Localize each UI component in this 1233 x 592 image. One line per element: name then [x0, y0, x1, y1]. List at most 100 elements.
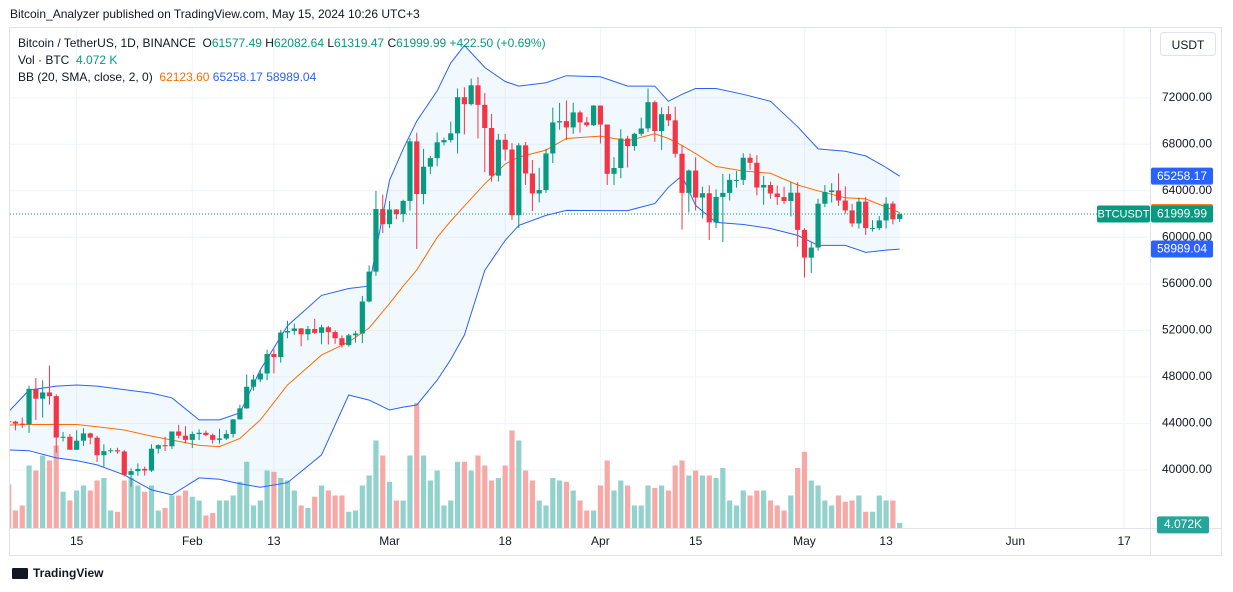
- volume-bar: [60, 491, 66, 528]
- candle-body: [108, 450, 114, 452]
- candle-body: [761, 184, 767, 188]
- candle-body: [380, 209, 386, 225]
- volume-bar: [475, 455, 481, 528]
- candle-body: [672, 120, 678, 154]
- volume-bar: [298, 505, 304, 528]
- legend-line: BB (20, SMA, close, 2, 0) 62123.60 65258…: [18, 69, 546, 86]
- legend-line: Vol · BTC 4.072 K: [18, 52, 546, 69]
- y-tick-label: 44000.00: [1162, 416, 1212, 430]
- candle-body: [373, 209, 379, 272]
- volume-bar: [516, 440, 522, 528]
- ohlc-value: 61577.49: [211, 36, 262, 50]
- symbol-tag-label: BTCUSDT: [1098, 208, 1150, 220]
- candle-body: [829, 190, 835, 193]
- candle-body: [679, 153, 685, 193]
- candle-body: [101, 451, 107, 456]
- candle-body: [40, 392, 46, 399]
- candle-body: [176, 431, 182, 436]
- candle-body: [611, 168, 617, 174]
- candle-body: [203, 432, 209, 436]
- candle-body: [536, 189, 542, 194]
- candle-body: [257, 373, 263, 380]
- candle-body: [230, 419, 236, 434]
- candle-body: [693, 170, 699, 198]
- candle-body: [475, 85, 481, 105]
- volume-bar: [563, 481, 569, 528]
- candle-body: [795, 192, 801, 230]
- candle-body: [448, 133, 454, 141]
- volume-bar: [189, 496, 195, 528]
- candle-body: [441, 140, 447, 143]
- volume-bar: [74, 490, 80, 528]
- candle-body: [856, 201, 862, 224]
- volume-bar: [849, 500, 855, 528]
- candle-body: [33, 388, 39, 399]
- y-tick-label: 60000.00: [1162, 229, 1212, 243]
- volume-bar: [26, 465, 32, 528]
- change: +422.50 (+0.69%): [449, 36, 546, 50]
- x-tick-label: Feb: [182, 534, 203, 548]
- volume-bar: [597, 485, 604, 528]
- candle-body: [720, 192, 726, 197]
- legend: Bitcoin / TetherUS, 1D, BINANCE O61577.4…: [18, 35, 546, 86]
- candle-body: [577, 112, 583, 123]
- candle-body: [897, 214, 903, 219]
- candle-body: [604, 124, 610, 174]
- candle-body: [189, 434, 195, 440]
- volume-tag: [1157, 516, 1209, 534]
- candle-body: [264, 354, 270, 374]
- volume-bar: [611, 490, 617, 528]
- candle-body: [801, 229, 808, 258]
- volume-bar: [604, 460, 610, 528]
- candle-body: [529, 173, 535, 194]
- candle-body: [366, 271, 372, 302]
- candle-body: [278, 332, 284, 358]
- volume-bar: [19, 505, 25, 528]
- candle-body: [774, 193, 780, 198]
- candle-body: [747, 157, 753, 163]
- volume-bar: [291, 490, 297, 528]
- bb-upper: [10, 44, 900, 421]
- candle-body: [19, 423, 25, 425]
- volume-bar: [774, 505, 780, 528]
- candle-body: [325, 327, 331, 333]
- volume-bar: [114, 511, 121, 528]
- candle-body: [162, 445, 168, 447]
- volume-bar: [815, 485, 821, 528]
- ohlc-value: 61999.99: [396, 36, 447, 50]
- candle-body: [148, 448, 155, 471]
- candle-body: [291, 328, 297, 332]
- volume-bar: [543, 505, 549, 528]
- ohlc-value: 61319.47: [334, 36, 385, 50]
- candle-body: [244, 386, 250, 409]
- volume-bar: [40, 455, 46, 528]
- volume-bar: [461, 461, 467, 528]
- volume-bar: [897, 522, 903, 528]
- candle-body: [400, 200, 406, 215]
- candle-body: [659, 114, 665, 132]
- candle-body: [713, 196, 719, 223]
- price-tag: [1151, 240, 1213, 258]
- candle-body: [74, 440, 80, 450]
- volume-bar: [659, 485, 665, 528]
- candle-body: [46, 392, 53, 397]
- y-tick-label: 72000.00: [1162, 90, 1212, 104]
- currency-button[interactable]: USDT: [1160, 32, 1216, 56]
- volume-bar: [495, 478, 501, 528]
- volume-bar: [754, 490, 760, 528]
- candle-body: [597, 105, 604, 125]
- candle-body: [822, 192, 828, 204]
- volume-bar: [332, 495, 338, 528]
- candle-body: [781, 197, 787, 202]
- volume-bar: [135, 485, 141, 528]
- volume-bar: [373, 440, 379, 528]
- bb-lower: [10, 174, 900, 496]
- candle-body: [250, 379, 257, 387]
- candle-body: [216, 438, 223, 440]
- volume-bar: [278, 478, 284, 528]
- volume-bar: [162, 508, 168, 528]
- volume-bar: [883, 500, 889, 528]
- candle-body: [223, 433, 229, 439]
- candle-body: [645, 102, 651, 129]
